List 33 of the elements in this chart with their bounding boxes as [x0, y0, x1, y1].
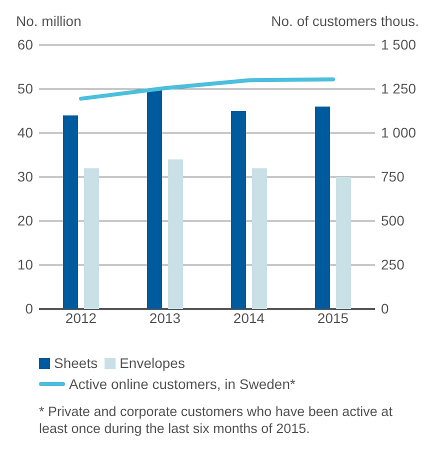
line-series — [79, 77, 335, 101]
x-tick-label: 2015 — [317, 310, 349, 326]
legend-label: Active online customers, in Sweden* — [69, 376, 296, 392]
bar — [63, 115, 78, 309]
x-tick-label: 2014 — [233, 310, 265, 326]
y2-tick-label: 1 500 — [381, 36, 416, 52]
y-axis-title: No. million — [16, 13, 82, 29]
y-tick-label: 40 — [17, 124, 34, 140]
bar — [252, 168, 267, 309]
y-tick-label: 30 — [17, 168, 34, 184]
y-tick-label: 0 — [25, 300, 34, 316]
y2-tick-label: 1 250 — [381, 80, 416, 96]
bar — [84, 168, 99, 309]
bar — [315, 106, 330, 309]
x-tick-label: 2013 — [149, 310, 181, 326]
bar — [168, 159, 183, 309]
bar — [231, 111, 246, 309]
y-tick-label: 10 — [17, 256, 34, 272]
y2-axis-title: No. of customers thous. — [271, 13, 419, 29]
y2-tick-label: 1 000 — [381, 124, 416, 140]
bar — [147, 89, 162, 309]
y-tick-label: 60 — [17, 36, 34, 52]
y2-tick-label: 750 — [381, 168, 405, 184]
y-tick-label: 50 — [17, 80, 34, 96]
legend-label: Envelopes — [120, 355, 185, 371]
y2-tick-label: 0 — [381, 300, 389, 316]
x-tick-label: 2012 — [65, 310, 97, 326]
y-tick-label: 20 — [17, 212, 34, 228]
legend-label: Sheets — [54, 355, 98, 371]
y2-tick-label: 250 — [381, 256, 405, 272]
bar — [336, 177, 351, 309]
y2-tick-label: 500 — [381, 212, 405, 228]
text: * Private and corporate customers who have been active at least once during the last six months of 2015. — [39, 404, 393, 436]
